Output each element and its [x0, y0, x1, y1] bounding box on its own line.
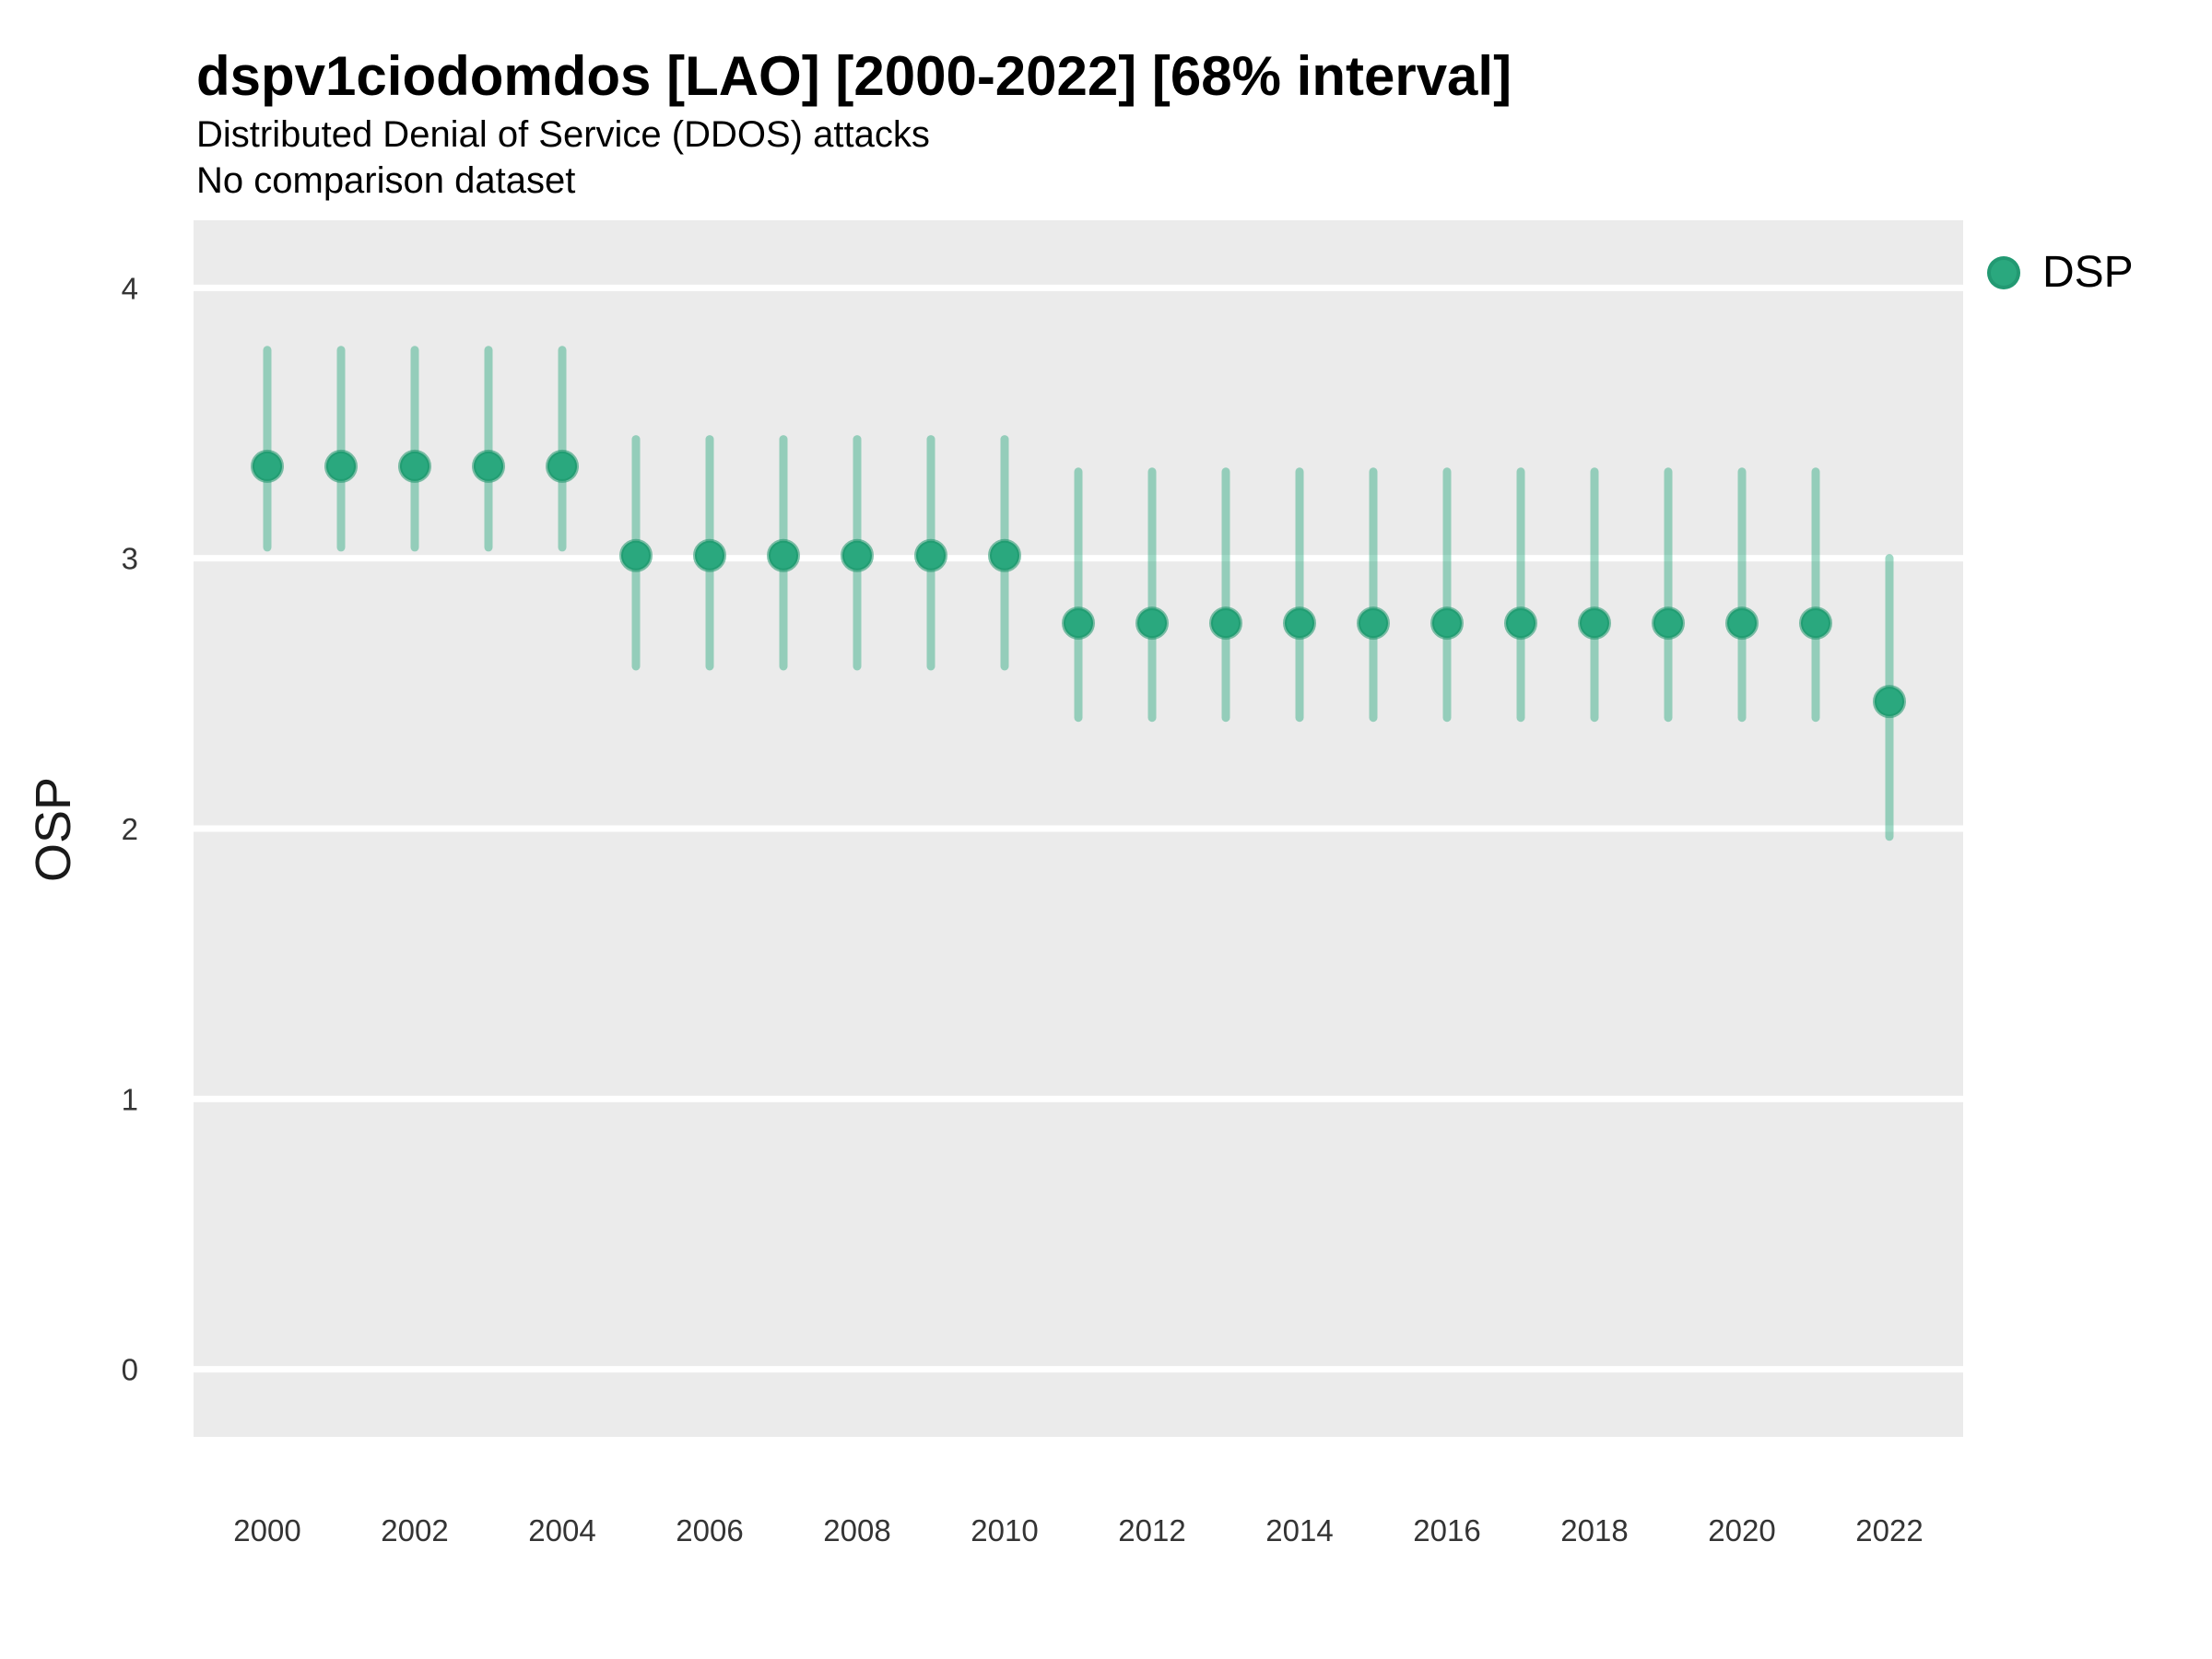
data-point-2012	[1135, 606, 1169, 641]
chart-subtitle: Distributed Denial of Service (DDOS) att…	[196, 114, 930, 155]
data-point-2019	[1652, 606, 1685, 641]
data-point-2017	[1504, 606, 1537, 641]
data-point-2013	[1209, 606, 1242, 641]
legend-point-icon	[1987, 255, 2020, 289]
x-tick-label-2022: 2022	[1855, 1513, 1923, 1547]
data-point-2007	[767, 538, 800, 572]
data-point-2011	[1062, 606, 1095, 641]
data-point-2022	[1873, 685, 1906, 719]
data-point-2018	[1578, 606, 1611, 641]
data-point-2000	[251, 449, 284, 483]
y-tick-label-3: 3	[122, 542, 138, 576]
x-tick-label-2020: 2020	[1708, 1513, 1775, 1547]
x-tick-label-2012: 2012	[1118, 1513, 1185, 1547]
data-point-2010	[988, 538, 1021, 572]
data-point-2003	[472, 449, 505, 483]
y-tick-label-2: 2	[122, 812, 138, 846]
y-tick-label-4: 4	[122, 271, 138, 305]
chart-title: dspv1ciodomdos [LAO] [2000-2022] [68% in…	[196, 45, 1512, 107]
y-axis-title: OSP	[26, 777, 81, 882]
data-point-2005	[619, 538, 653, 572]
data-point-2006	[693, 538, 726, 572]
comparison-note: No comparison dataset	[196, 160, 576, 201]
x-tick-label-2010: 2010	[971, 1513, 1038, 1547]
data-point-2015	[1357, 606, 1390, 641]
y-tick-label-1: 1	[122, 1082, 138, 1116]
legend: DSP	[1987, 247, 2134, 298]
x-tick-label-2004: 2004	[528, 1513, 595, 1547]
legend-series-label: DSP	[2042, 248, 2134, 297]
x-tick-label-2006: 2006	[676, 1513, 743, 1547]
data-point-2014	[1283, 606, 1316, 641]
x-tick-label-2014: 2014	[1265, 1513, 1333, 1547]
x-tick-label-2016: 2016	[1413, 1513, 1480, 1547]
x-tick-label-2008: 2008	[823, 1513, 890, 1547]
data-point-2002	[398, 449, 431, 483]
data-point-2001	[324, 449, 358, 483]
data-point-2020	[1725, 606, 1759, 641]
x-tick-label-2018: 2018	[1560, 1513, 1628, 1547]
data-point-2008	[841, 538, 874, 572]
x-tick-label-2000: 2000	[233, 1513, 300, 1547]
data-point-2004	[546, 449, 579, 483]
x-tick-label-2002: 2002	[381, 1513, 448, 1547]
data-point-2016	[1430, 606, 1464, 641]
data-point-2021	[1799, 606, 1832, 641]
y-tick-label-0: 0	[122, 1353, 138, 1387]
data-point-2009	[914, 538, 947, 572]
